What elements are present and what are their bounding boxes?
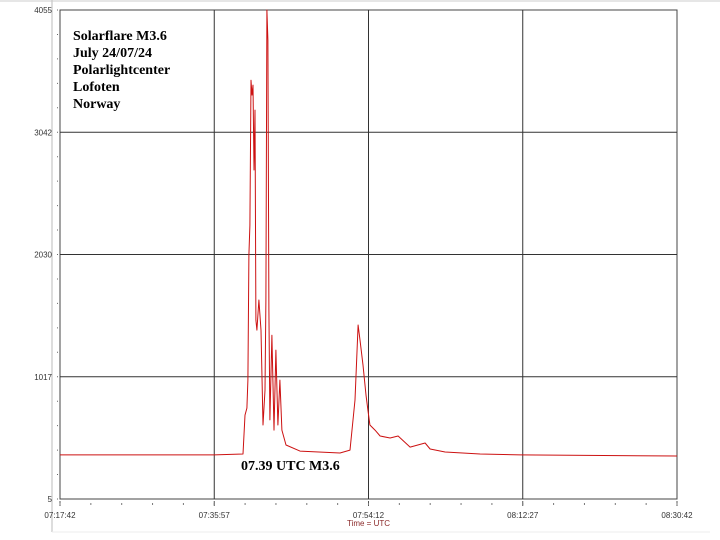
x-tick-label: 08:30:42	[661, 511, 693, 520]
info-line: Norway	[73, 97, 121, 112]
info-line: Lofoten	[73, 80, 120, 95]
x-axis-label: Time = UTC	[347, 519, 390, 528]
y-tick-label: 5	[48, 495, 53, 504]
y-tick-label: 2030	[34, 251, 52, 260]
series-line	[60, 9, 678, 457]
x-tick-label: 07:35:57	[199, 511, 231, 520]
event-annotation: 07.39 UTC M3.6	[241, 459, 340, 474]
y-tick-label: 1017	[34, 373, 52, 382]
info-line: July 24/07/24	[73, 46, 152, 61]
y-tick-label: 4055	[34, 6, 52, 15]
info-line: Solarflare M3.6	[73, 29, 167, 44]
x-tick-label: 08:12:27	[507, 511, 539, 520]
info-annotation: Solarflare M3.6 July 24/07/24 Polarlight…	[73, 28, 170, 113]
y-tick-label: 3042	[34, 128, 52, 137]
x-tick-label: 07:17:42	[44, 511, 76, 520]
info-line: Polarlightcenter	[73, 63, 171, 78]
x-tick-label: 07:54:12	[353, 511, 385, 520]
